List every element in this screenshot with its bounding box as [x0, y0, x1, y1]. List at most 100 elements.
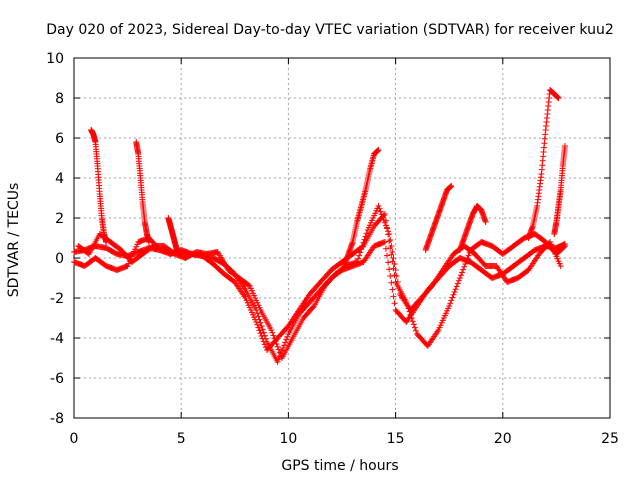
- y-tick-label: 8: [55, 91, 64, 107]
- data-point: [412, 327, 419, 334]
- data-point: [380, 217, 387, 223]
- data-point: [268, 327, 275, 333]
- data-point: [272, 338, 279, 345]
- data-point: [284, 333, 291, 340]
- data-point: [357, 249, 364, 256]
- data-point: [356, 252, 363, 259]
- data-point: [391, 300, 398, 307]
- data-point: [363, 230, 370, 237]
- x-axis-label: GPS time / hours: [281, 458, 398, 474]
- data-point: [459, 269, 466, 276]
- data-point: [388, 279, 395, 286]
- x-tick-label: 20: [494, 431, 512, 447]
- data-point: [275, 346, 282, 353]
- data-point: [354, 259, 361, 265]
- data-point: [457, 272, 464, 279]
- data-point: [452, 286, 459, 293]
- y-tick-label: 10: [46, 51, 64, 67]
- data-point: [283, 336, 290, 343]
- data-series: [88, 127, 110, 245]
- data-point: [362, 233, 369, 240]
- data-point: [450, 291, 457, 298]
- data-point: [411, 324, 418, 331]
- data-point: [408, 315, 415, 321]
- data-point: [270, 332, 277, 339]
- data-series: [165, 215, 180, 253]
- data-series: [75, 203, 564, 361]
- data-point: [448, 183, 455, 189]
- data-point: [375, 147, 382, 153]
- x-tick-label: 0: [70, 431, 79, 447]
- data-series: [422, 183, 455, 253]
- data-point: [386, 238, 393, 245]
- data-point: [462, 261, 469, 267]
- data-series: [341, 147, 382, 269]
- data-point: [456, 275, 463, 281]
- plot-frame: [73, 57, 611, 419]
- data-point: [393, 273, 400, 279]
- data-point: [461, 263, 468, 270]
- data-point: [271, 335, 278, 342]
- data-point: [555, 95, 562, 101]
- data-point: [382, 245, 389, 252]
- data-point: [449, 294, 456, 301]
- x-tick-label: 25: [601, 431, 619, 447]
- data-point: [410, 321, 417, 328]
- data-point: [381, 219, 388, 226]
- data-point: [390, 255, 397, 261]
- data-points: [71, 87, 568, 365]
- data-point: [454, 280, 461, 287]
- data-point: [274, 359, 281, 365]
- data-point: [460, 266, 467, 273]
- data-series: [525, 87, 562, 241]
- chart-title: Day 020 of 2023, Sidereal Day-to-day VTE…: [46, 22, 614, 38]
- data-point: [463, 258, 470, 265]
- data-point: [260, 338, 267, 345]
- data-point: [409, 318, 416, 325]
- x-tick-label: 10: [279, 431, 297, 447]
- data-point: [258, 323, 265, 329]
- data-point: [455, 277, 462, 284]
- data-point: [255, 313, 262, 320]
- data-point: [375, 203, 382, 209]
- data-point: [389, 286, 396, 293]
- data-point: [146, 239, 153, 245]
- data-point: [382, 222, 389, 229]
- data-point: [254, 321, 261, 328]
- data-point: [453, 283, 460, 290]
- data-point: [561, 243, 568, 249]
- data-point: [561, 243, 568, 250]
- data-point: [254, 310, 261, 317]
- y-tick-label: -2: [50, 291, 64, 307]
- data-point: [255, 324, 262, 331]
- y-tick-label: -8: [50, 411, 64, 427]
- data-point: [360, 239, 367, 246]
- data-point: [464, 255, 471, 262]
- data-point: [259, 326, 266, 333]
- data-point: [173, 247, 180, 253]
- data-point: [257, 330, 264, 337]
- data-point: [379, 214, 386, 221]
- data-point: [385, 228, 392, 235]
- data-point: [281, 342, 288, 349]
- data-point: [465, 252, 472, 259]
- data-series: [456, 203, 489, 253]
- data-point: [257, 319, 264, 326]
- data-point: [274, 343, 281, 350]
- data-point: [378, 211, 385, 218]
- axis-ticks: 0 5 10 15 20 25 -8 -6 -4 -2 0 2 4 6 8 10: [46, 51, 619, 447]
- data-point: [451, 289, 458, 295]
- data-point: [258, 333, 265, 339]
- data-point: [447, 300, 454, 307]
- data-point: [282, 339, 289, 346]
- data-point: [391, 261, 398, 267]
- data-point: [384, 252, 391, 259]
- y-tick-label: 6: [55, 131, 64, 147]
- y-axis-label: SDTVAR / TECUs: [6, 183, 22, 298]
- data-point: [389, 249, 396, 255]
- data-point: [376, 205, 383, 212]
- data-point: [557, 263, 564, 269]
- data-point: [392, 267, 399, 273]
- data-point: [310, 304, 317, 311]
